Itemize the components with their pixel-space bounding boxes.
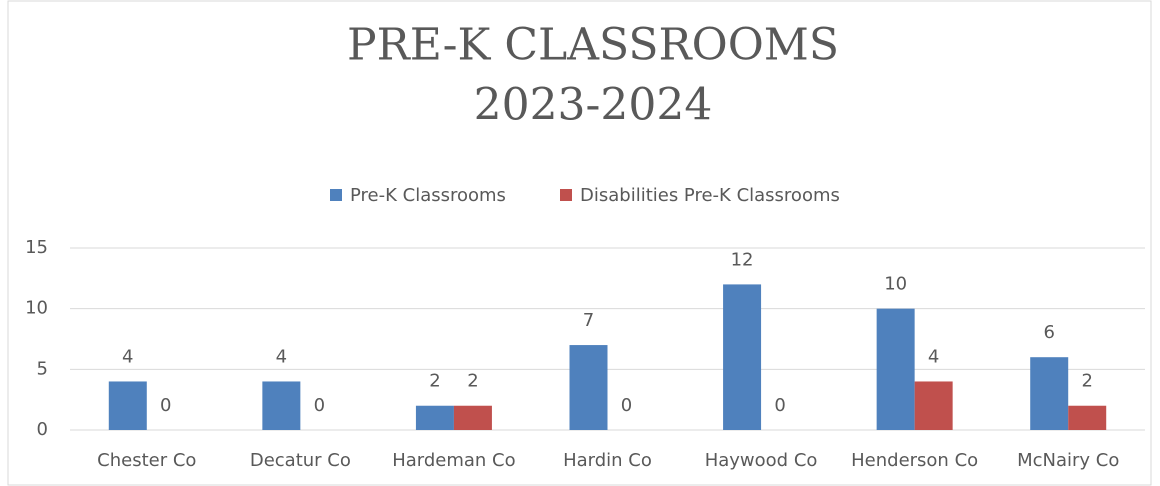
data-label: 0 [774, 395, 785, 416]
bar [914, 381, 953, 430]
data-label: 10 [884, 274, 907, 295]
bar [723, 284, 762, 430]
bar [108, 381, 147, 430]
data-label: 2 [467, 371, 478, 392]
x-tick-label: Hardeman Co [392, 450, 515, 471]
y-tick-label: 0 [37, 419, 48, 440]
data-label: 6 [1043, 322, 1054, 343]
data-label: 4 [122, 346, 133, 367]
data-label: 2 [429, 371, 440, 392]
chart-title: 2023-2024 [474, 80, 713, 131]
x-tick-label: Chester Co [97, 450, 196, 471]
data-label: 0 [621, 395, 632, 416]
x-tick-label: Henderson Co [851, 450, 978, 471]
bar [1030, 357, 1069, 430]
chart-border [7, 0, 1152, 486]
data-label: 0 [160, 395, 171, 416]
legend-label: Disabilities Pre-K Classrooms [580, 185, 840, 206]
data-label: 12 [731, 249, 754, 270]
bar [876, 308, 915, 430]
y-tick-label: 10 [25, 298, 48, 319]
legend-label: Pre-K Classrooms [350, 185, 506, 206]
legend-swatch [560, 189, 572, 201]
bar [415, 405, 454, 430]
y-tick-label: 5 [37, 358, 48, 379]
data-label: 0 [314, 395, 325, 416]
x-tick-label: McNairy Co [1017, 450, 1119, 471]
bar [569, 345, 608, 430]
x-tick-label: Haywood Co [705, 450, 818, 471]
x-tick-label: Decatur Co [250, 450, 351, 471]
bar [453, 405, 492, 430]
data-label: 7 [583, 310, 594, 331]
bar [1068, 405, 1107, 430]
data-label: 4 [928, 346, 939, 367]
data-label: 2 [1081, 371, 1092, 392]
y-tick-label: 15 [25, 237, 48, 258]
bar [262, 381, 301, 430]
data-label: 4 [276, 346, 287, 367]
legend-swatch [330, 189, 342, 201]
chart-title: PRE-K CLASSROOMS [347, 20, 839, 71]
x-tick-label: Hardin Co [563, 450, 652, 471]
